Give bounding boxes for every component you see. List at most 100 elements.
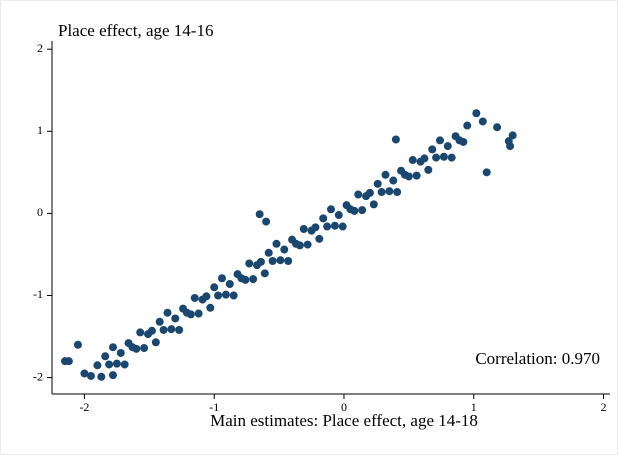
- point: [245, 259, 254, 268]
- point: [327, 205, 335, 214]
- point: [439, 152, 448, 161]
- point: [175, 325, 184, 334]
- point: [443, 142, 452, 151]
- point: [299, 224, 308, 233]
- point: [393, 188, 402, 197]
- point: [385, 187, 394, 196]
- point: [155, 317, 164, 326]
- point: [493, 123, 502, 132]
- point: [256, 257, 265, 266]
- point: [151, 338, 160, 347]
- point: [365, 188, 374, 197]
- point: [206, 303, 215, 312]
- point: [112, 359, 121, 368]
- point: [105, 360, 114, 369]
- point: [432, 153, 441, 162]
- point: [482, 168, 491, 177]
- y-tick-label: -2: [33, 369, 43, 383]
- point: [391, 135, 400, 144]
- x-tick-label: 0: [341, 400, 347, 414]
- point: [225, 279, 234, 288]
- point: [338, 222, 347, 231]
- x-tick-label: 1: [471, 400, 477, 414]
- y-tick-label: 1: [37, 123, 43, 137]
- point: [241, 275, 250, 284]
- point: [472, 109, 481, 118]
- point: [319, 214, 328, 223]
- point: [424, 165, 433, 174]
- point: [381, 170, 390, 179]
- point: [315, 234, 324, 243]
- point: [249, 275, 258, 284]
- point: [506, 142, 515, 151]
- point: [108, 371, 117, 380]
- point: [323, 222, 332, 231]
- point: [194, 309, 203, 318]
- point: [284, 257, 293, 266]
- point: [463, 121, 472, 130]
- point: [428, 145, 437, 154]
- point: [412, 171, 421, 180]
- point: [354, 190, 363, 199]
- point: [311, 223, 320, 232]
- point: [478, 117, 487, 126]
- point: [436, 136, 445, 145]
- point: [147, 326, 156, 335]
- y-tick-label: 2: [37, 41, 43, 55]
- point: [447, 153, 456, 162]
- point: [358, 206, 367, 215]
- point: [272, 239, 281, 248]
- point: [159, 325, 168, 334]
- point: [408, 156, 417, 165]
- point: [280, 245, 289, 254]
- point: [373, 179, 382, 188]
- point: [276, 256, 285, 265]
- point: [171, 314, 180, 323]
- point: [116, 348, 125, 357]
- point: [264, 248, 273, 257]
- point: [262, 217, 271, 226]
- point: [93, 361, 102, 370]
- point: [140, 344, 149, 353]
- point: [163, 308, 172, 317]
- point: [221, 290, 230, 299]
- point: [86, 371, 95, 380]
- point: [202, 292, 211, 301]
- point: [389, 176, 398, 185]
- point: [369, 200, 378, 209]
- x-axis-title: Main estimates: Place effect, age 14-18: [210, 411, 478, 430]
- point: [108, 343, 117, 352]
- point: [190, 293, 199, 302]
- point: [132, 344, 141, 353]
- point: [420, 154, 429, 163]
- point: [229, 291, 238, 300]
- point: [210, 283, 219, 292]
- annotation: Correlation: 0.970: [475, 349, 600, 368]
- point: [101, 352, 110, 361]
- point: [330, 221, 339, 230]
- point: [350, 206, 359, 215]
- point: [136, 328, 145, 337]
- point: [214, 291, 223, 300]
- point: [260, 269, 269, 278]
- point: [295, 241, 304, 250]
- point: [120, 360, 129, 369]
- y-tick-label: -1: [33, 287, 43, 301]
- x-tick-label: -2: [79, 400, 89, 414]
- y-tick-label: 0: [37, 205, 43, 219]
- point: [334, 211, 343, 220]
- y-axis-title: Place effect, age 14-16: [58, 21, 213, 40]
- point: [459, 137, 468, 146]
- point: [80, 369, 89, 378]
- point: [268, 257, 277, 266]
- point: [404, 172, 413, 181]
- point: [217, 274, 226, 283]
- point: [167, 325, 176, 334]
- point: [73, 340, 82, 349]
- point: [97, 372, 106, 381]
- x-tick-label: -1: [209, 400, 219, 414]
- x-tick-label: 2: [601, 400, 607, 414]
